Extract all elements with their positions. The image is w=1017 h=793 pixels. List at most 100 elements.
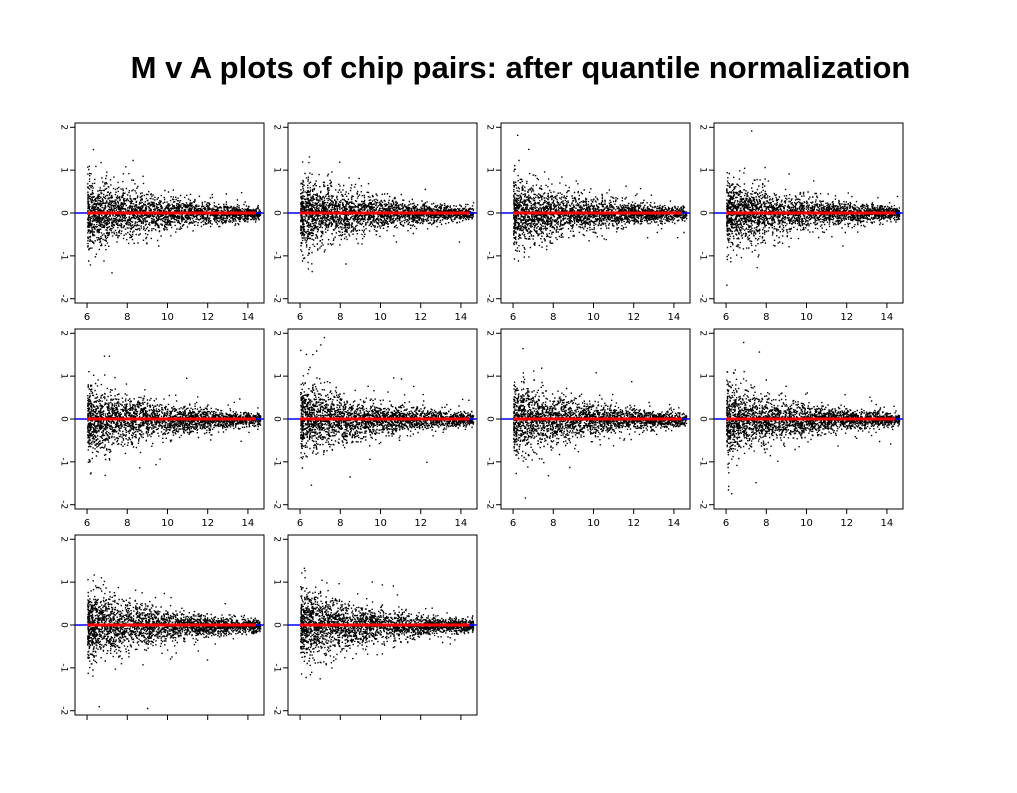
x-tick-label: 14 (242, 312, 255, 323)
y-tick-label: -1 (272, 457, 282, 466)
x-tick-label: 8 (124, 312, 130, 323)
x-tick-label: 6 (84, 312, 90, 323)
x-tick-label: 10 (587, 518, 600, 529)
x-tick-label: 12 (201, 518, 214, 529)
y-tick-label: -2 (59, 706, 69, 715)
x-tick-label: 14 (242, 518, 255, 529)
y-tick-label: -1 (59, 663, 69, 672)
x-tick-label: 8 (337, 312, 343, 323)
x-tick-label: 10 (800, 312, 813, 323)
y-tick-label: -2 (272, 294, 282, 303)
y-tick-label: -2 (485, 500, 495, 509)
y-tick-label: 1 (272, 579, 282, 585)
y-tick-label: 1 (698, 373, 708, 379)
x-tick-label: 12 (414, 518, 427, 529)
x-tick-label: 12 (840, 312, 853, 323)
x-tick-label: 6 (510, 518, 516, 529)
y-tick-label: 2 (59, 330, 69, 336)
y-tick-label: 2 (698, 330, 708, 336)
y-tick-label: 1 (698, 167, 708, 173)
x-tick-label: 8 (550, 312, 556, 323)
x-tick-label: 6 (84, 518, 90, 529)
x-tick-label: 10 (587, 312, 600, 323)
y-tick-label: 0 (272, 416, 282, 422)
y-tick-label: 1 (272, 373, 282, 379)
x-tick-label: 12 (201, 312, 214, 323)
y-tick-label: -1 (272, 251, 282, 260)
x-tick-label: 10 (374, 312, 387, 323)
ma-plot-panel: 2 1 0 -1 -2 (59, 534, 265, 720)
x-tick-label: 12 (840, 518, 853, 529)
x-tick-label: 6 (297, 312, 303, 323)
y-tick-label: 1 (272, 167, 282, 173)
y-tick-label: 0 (59, 622, 69, 628)
x-tick-label: 14 (455, 518, 468, 529)
x-tick-label: 8 (124, 518, 130, 529)
scatter-points (726, 130, 901, 286)
y-tick-label: -2 (272, 500, 282, 509)
y-tick-label: 0 (485, 210, 495, 216)
scatter-points (87, 574, 262, 710)
x-tick-label: 6 (297, 518, 303, 529)
y-tick-label: -1 (59, 457, 69, 466)
scatter-points (87, 148, 262, 274)
y-tick-label: 0 (698, 210, 708, 216)
x-tick-label: 12 (414, 312, 427, 323)
x-tick-label: 6 (723, 518, 729, 529)
y-tick-label: -2 (59, 500, 69, 509)
y-tick-label: 2 (698, 124, 708, 130)
x-tick-label: 10 (161, 518, 174, 529)
x-tick-label: 8 (763, 312, 769, 323)
x-tick-label: 14 (455, 312, 468, 323)
y-tick-label: -1 (698, 457, 708, 466)
y-tick-label: -2 (698, 294, 708, 303)
y-tick-label: -2 (59, 294, 69, 303)
y-tick-label: 1 (485, 373, 495, 379)
scatter-point-cloud (513, 134, 688, 262)
y-tick-label: 2 (485, 124, 495, 130)
y-tick-label: 2 (485, 330, 495, 336)
y-tick-label: 2 (59, 536, 69, 542)
y-tick-label: 0 (698, 416, 708, 422)
x-tick-label: 14 (668, 312, 681, 323)
y-tick-label: 1 (485, 167, 495, 173)
y-tick-label: 2 (272, 536, 282, 542)
y-tick-label: -1 (485, 457, 495, 466)
scatter-points (300, 336, 475, 486)
x-tick-label: 10 (161, 312, 174, 323)
y-tick-label: 0 (485, 416, 495, 422)
scatter-point-cloud (87, 355, 262, 477)
scatter-point-cloud (300, 336, 475, 486)
y-tick-label: -2 (272, 706, 282, 715)
y-tick-label: -1 (272, 663, 282, 672)
scatter-point-cloud (726, 130, 901, 286)
page-title: M v A plots of chip pairs: after quantil… (130, 50, 911, 85)
x-tick-label: 8 (763, 518, 769, 529)
x-tick-label: 10 (800, 518, 813, 529)
y-tick-label: 2 (272, 124, 282, 130)
scatter-point-cloud (87, 574, 262, 710)
y-tick-label: -1 (59, 251, 69, 260)
x-tick-label: 14 (881, 312, 894, 323)
scatter-point-cloud (87, 148, 262, 274)
y-tick-label: 0 (272, 210, 282, 216)
scatter-points (513, 348, 688, 499)
y-tick-label: 2 (272, 330, 282, 336)
x-tick-label: 6 (510, 312, 516, 323)
y-tick-label: -2 (485, 294, 495, 303)
y-tick-label: 1 (59, 579, 69, 585)
x-tick-label: 6 (723, 312, 729, 323)
scatter-points (87, 355, 262, 477)
scatter-point-cloud (513, 348, 688, 499)
x-tick-label: 12 (627, 312, 640, 323)
x-tick-label: 12 (627, 518, 640, 529)
y-tick-label: 1 (59, 373, 69, 379)
